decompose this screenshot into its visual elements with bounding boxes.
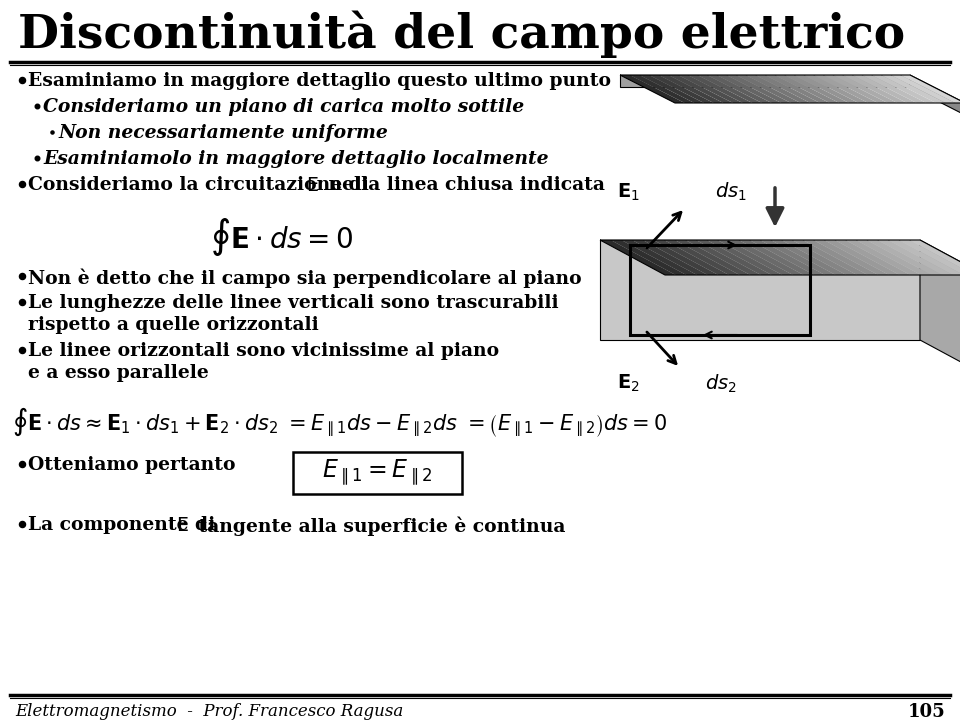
Polygon shape xyxy=(891,75,955,103)
Text: rispetto a quelle orizzontali: rispetto a quelle orizzontali xyxy=(28,316,319,334)
Polygon shape xyxy=(750,240,825,275)
Polygon shape xyxy=(707,240,782,275)
Text: Consideriamo la circuitazione di: Consideriamo la circuitazione di xyxy=(28,176,375,194)
Polygon shape xyxy=(707,75,772,103)
Polygon shape xyxy=(678,75,743,103)
Text: $\mathbf{E}_2$: $\mathbf{E}_2$ xyxy=(617,373,640,394)
Bar xyxy=(630,245,810,335)
Text: Non è detto che il campo sia perpendicolare al piano: Non è detto che il campo sia perpendicol… xyxy=(28,268,582,288)
Polygon shape xyxy=(771,240,847,275)
Text: e a esso parallele: e a esso parallele xyxy=(28,364,208,382)
Text: nella linea chiusa indicata: nella linea chiusa indicata xyxy=(322,176,605,194)
Polygon shape xyxy=(717,240,793,275)
Text: 105: 105 xyxy=(907,703,945,721)
Polygon shape xyxy=(642,240,718,275)
Polygon shape xyxy=(862,75,926,103)
Polygon shape xyxy=(899,240,960,275)
Text: Esaminiamolo in maggiore dettaglio localmente: Esaminiamolo in maggiore dettaglio local… xyxy=(43,150,548,168)
Polygon shape xyxy=(738,240,814,275)
Text: Non necessariamente uniforme: Non necessariamente uniforme xyxy=(58,124,388,142)
Polygon shape xyxy=(846,240,921,275)
Polygon shape xyxy=(834,240,910,275)
Polygon shape xyxy=(697,75,762,103)
Polygon shape xyxy=(756,75,820,103)
Polygon shape xyxy=(659,75,723,103)
Polygon shape xyxy=(654,240,729,275)
Polygon shape xyxy=(600,240,920,340)
Polygon shape xyxy=(649,75,713,103)
Polygon shape xyxy=(760,240,835,275)
Text: Le linee orizzontali sono vicinissime al piano: Le linee orizzontali sono vicinissime al… xyxy=(28,342,499,360)
Text: Esaminiamo in maggiore dettaglio questo ultimo punto: Esaminiamo in maggiore dettaglio questo … xyxy=(28,72,611,90)
Text: Otteniamo pertanto: Otteniamo pertanto xyxy=(28,456,235,474)
Polygon shape xyxy=(832,75,898,103)
Polygon shape xyxy=(909,240,960,275)
Text: $E_{\parallel 1} = E_{\parallel 2}$: $E_{\parallel 1} = E_{\parallel 2}$ xyxy=(323,458,433,488)
Polygon shape xyxy=(792,240,868,275)
Polygon shape xyxy=(728,240,804,275)
Polygon shape xyxy=(823,75,888,103)
Polygon shape xyxy=(813,240,889,275)
Polygon shape xyxy=(621,240,697,275)
Polygon shape xyxy=(824,240,900,275)
Polygon shape xyxy=(611,240,686,275)
Polygon shape xyxy=(600,240,676,275)
Text: Consideriamo un piano di carica molto sottile: Consideriamo un piano di carica molto so… xyxy=(43,98,524,116)
Polygon shape xyxy=(900,75,960,103)
Polygon shape xyxy=(881,75,946,103)
Polygon shape xyxy=(668,75,733,103)
Polygon shape xyxy=(781,240,857,275)
Polygon shape xyxy=(717,75,781,103)
Polygon shape xyxy=(813,75,878,103)
Text: $\oint \mathbf{E} \cdot d\mathit{s} = 0$: $\oint \mathbf{E} \cdot d\mathit{s} = 0$ xyxy=(210,216,353,258)
Text: Discontinuità del campo elettrico: Discontinuità del campo elettrico xyxy=(18,10,905,58)
Polygon shape xyxy=(687,75,753,103)
Text: $d\mathit{s}_2$: $d\mathit{s}_2$ xyxy=(705,373,736,395)
Polygon shape xyxy=(765,75,829,103)
Polygon shape xyxy=(872,75,936,103)
FancyBboxPatch shape xyxy=(293,452,462,494)
Polygon shape xyxy=(696,240,772,275)
Polygon shape xyxy=(852,75,917,103)
Text: $\oint \mathbf{E} \cdot d\mathit{s} \approx \mathbf{E}_1 \cdot d\mathit{s}_1 + \: $\oint \mathbf{E} \cdot d\mathit{s} \app… xyxy=(12,406,667,440)
Polygon shape xyxy=(784,75,849,103)
Text: $\mathtt{E}$: $\mathtt{E}$ xyxy=(306,176,319,195)
Polygon shape xyxy=(675,240,751,275)
Text: $\mathtt{E}$: $\mathtt{E}$ xyxy=(176,516,189,535)
Text: $d\mathit{s}_1$: $d\mathit{s}_1$ xyxy=(715,181,747,203)
Polygon shape xyxy=(630,75,694,103)
Text: $\mathbf{E}_1$: $\mathbf{E}_1$ xyxy=(617,181,640,203)
Text: La componente di: La componente di xyxy=(28,516,222,534)
Polygon shape xyxy=(736,75,801,103)
Text: Elettromagnetismo  -  Prof. Francesco Ragusa: Elettromagnetismo - Prof. Francesco Ragu… xyxy=(15,703,403,720)
Polygon shape xyxy=(775,75,839,103)
Polygon shape xyxy=(888,240,960,275)
Polygon shape xyxy=(920,240,960,375)
Polygon shape xyxy=(746,75,810,103)
Polygon shape xyxy=(803,240,878,275)
Polygon shape xyxy=(639,75,704,103)
Polygon shape xyxy=(727,75,791,103)
Polygon shape xyxy=(877,240,953,275)
Polygon shape xyxy=(910,75,960,115)
Text: Le lunghezze delle linee verticali sono trascurabili: Le lunghezze delle linee verticali sono … xyxy=(28,294,559,312)
Text: tangente alla superficie è continua: tangente alla superficie è continua xyxy=(192,516,565,536)
Polygon shape xyxy=(632,240,708,275)
Polygon shape xyxy=(664,240,739,275)
Polygon shape xyxy=(804,75,869,103)
Polygon shape xyxy=(842,75,907,103)
Polygon shape xyxy=(794,75,858,103)
Polygon shape xyxy=(867,240,943,275)
Polygon shape xyxy=(685,240,761,275)
Polygon shape xyxy=(856,240,931,275)
Polygon shape xyxy=(620,75,684,103)
Polygon shape xyxy=(620,75,910,87)
